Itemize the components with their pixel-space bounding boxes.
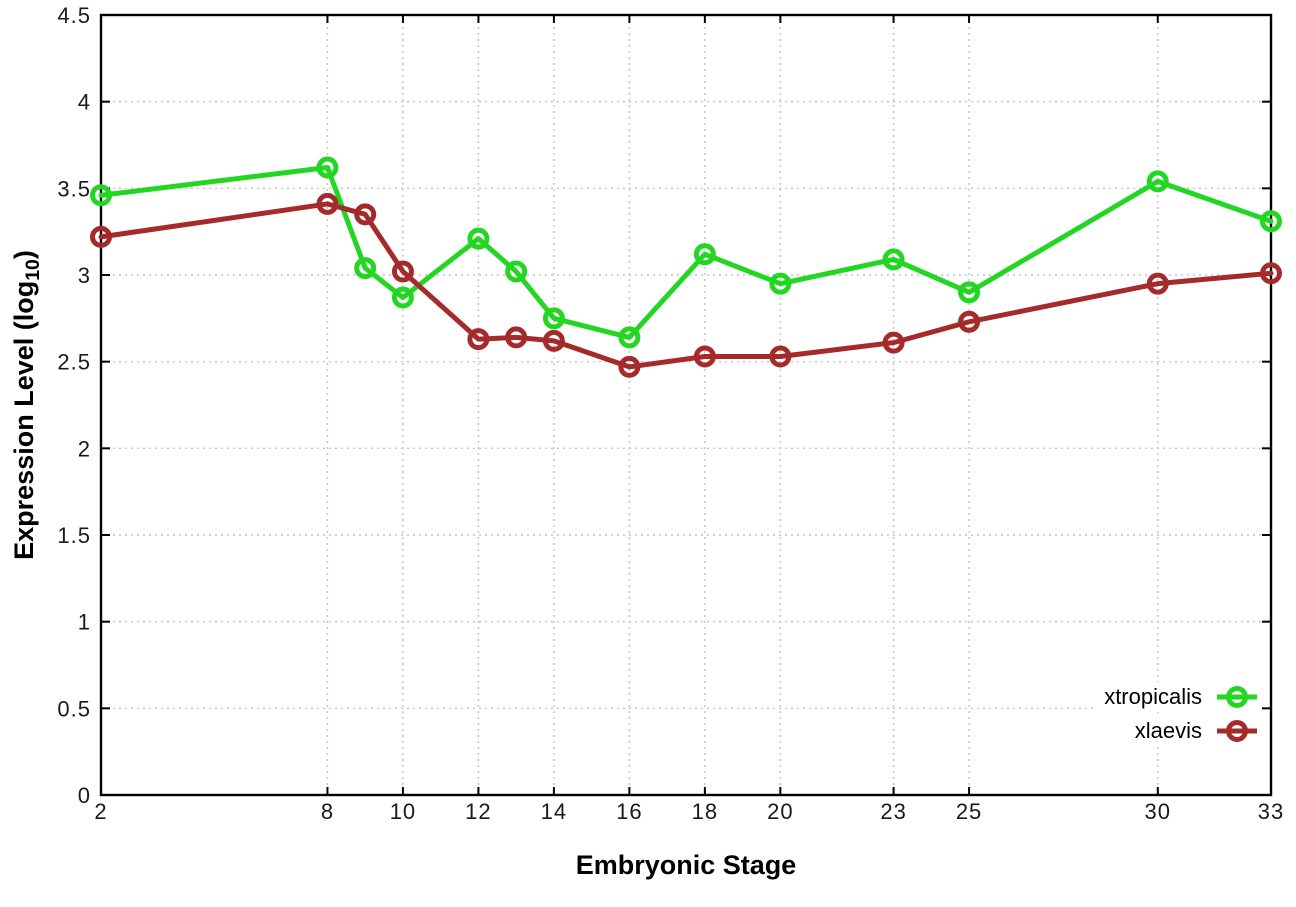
data-point-xtropicalis	[505, 260, 528, 283]
x-tick-label: 18	[692, 799, 718, 824]
data-point-xlaevis	[90, 225, 112, 248]
y-axis-title-close: )	[8, 250, 39, 260]
y-tick-label: 3	[78, 263, 91, 288]
x-axis-title: Embryonic Stage	[575, 850, 797, 880]
x-tick-label: 8	[321, 799, 334, 824]
data-point-xlaevis	[542, 329, 565, 352]
x-tick-label: 2	[94, 799, 107, 824]
x-tick-label: 30	[1145, 799, 1171, 824]
data-point-xlaevis	[1146, 272, 1169, 295]
y-tick-label: 4	[78, 90, 91, 115]
legend: xtropicalis xlaevis	[1094, 682, 1262, 746]
data-point-xlaevis	[505, 326, 528, 349]
data-point-xtropicalis	[391, 286, 414, 309]
y-tick-label: 2	[78, 436, 91, 461]
x-tick-label: 14	[541, 799, 567, 824]
y-axis-title-subscript: 10	[22, 259, 45, 281]
x-tick-label: 20	[767, 799, 793, 824]
data-point-xlaevis	[467, 328, 490, 351]
data-point-xtropicalis	[1146, 170, 1169, 193]
legend-item-xlaevis: xlaevis	[1124, 716, 1262, 746]
data-point-xlaevis	[882, 331, 905, 354]
y-axis-title-text: Expression Level (log	[8, 280, 39, 560]
data-point-xlaevis	[316, 192, 339, 215]
data-point-xtropicalis	[316, 156, 339, 179]
legend-line-marker-icon	[1217, 686, 1257, 708]
data-point-xlaevis	[354, 203, 377, 226]
x-tick-label: 10	[390, 799, 416, 824]
y-tick-label: 4.5	[57, 3, 91, 28]
y-tick-label: 0.5	[57, 696, 91, 721]
x-tick-label: 23	[880, 799, 906, 824]
legend-item-xtropicalis: xtropicalis	[1094, 682, 1262, 712]
y-tick-label: 1.5	[57, 523, 91, 548]
data-point-xtropicalis	[90, 184, 112, 207]
data-point-xlaevis	[958, 310, 981, 333]
data-point-xtropicalis	[769, 272, 792, 295]
data-point-xlaevis	[769, 345, 792, 368]
data-point-xtropicalis	[467, 227, 490, 250]
data-point-xtropicalis	[882, 248, 905, 271]
legend-label-xlaevis: xlaevis	[1134, 718, 1202, 743]
y-tick-label: 2.5	[57, 350, 91, 375]
y-tick-label: 3.5	[57, 176, 91, 201]
series-line-xtropicalis	[98, 165, 1274, 340]
data-point-xtropicalis	[958, 281, 981, 304]
x-tick-label: 25	[956, 799, 982, 824]
data-point-xtropicalis	[618, 326, 641, 349]
y-tick-label: 1	[78, 610, 91, 635]
data-point-xtropicalis	[354, 257, 377, 280]
plot-border	[99, 13, 1273, 797]
x-tick-label: 12	[465, 799, 491, 824]
data-point-xlaevis	[693, 345, 716, 368]
data-point-xtropicalis	[693, 243, 716, 266]
series-line-xlaevis	[98, 201, 1274, 370]
y-tick-label: 0	[78, 783, 91, 808]
legend-line-marker-icon	[1217, 720, 1257, 742]
data-point-xtropicalis	[542, 307, 565, 330]
x-tick-label: 16	[616, 799, 642, 824]
data-point-xlaevis	[1260, 262, 1282, 285]
x-tick-label: 33	[1258, 799, 1284, 824]
data-point-xtropicalis	[1260, 210, 1282, 233]
data-point-xlaevis	[618, 355, 641, 378]
y-axis-title: Expression Level (log10)	[9, 250, 45, 560]
legend-label-xtropicalis: xtropicalis	[1104, 684, 1202, 709]
data-point-xlaevis	[391, 260, 414, 283]
